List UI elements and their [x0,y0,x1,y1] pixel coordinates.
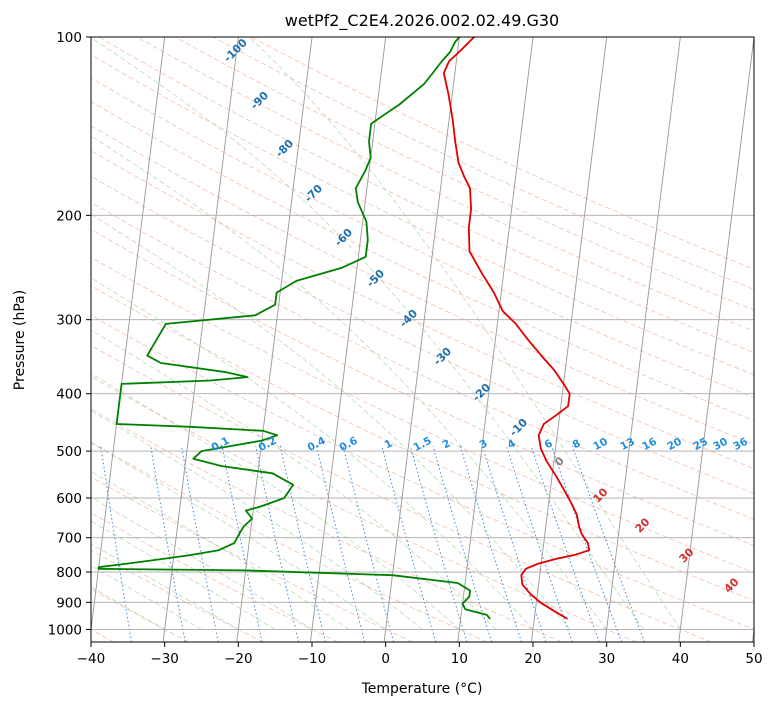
x-tick-label: 40 [672,651,689,667]
moist-adiabat [248,37,681,630]
moist-adiabat [91,410,423,630]
mixing-ratio-line [571,445,646,642]
x-tick-label: −20 [224,651,253,667]
mixing-ratio-line [530,445,600,642]
dry-adiabat [91,588,189,642]
y-tick-label: 1000 [48,622,82,638]
x-tick-label: −40 [77,651,106,667]
moist-adiabat [91,37,644,630]
dry-adiabat [91,314,754,630]
y-tick-label: 600 [56,491,82,507]
mixing-ratio-line [381,445,437,642]
moist-adiabat [91,442,386,630]
dry-adiabat [91,256,754,574]
dry-adiabat [91,408,562,642]
isotherm [457,37,534,642]
mixing-ratio-line [150,445,186,642]
y-tick-label: 300 [56,313,82,329]
isotherm [236,37,313,642]
y-axis: 100 200 300 400 500 600 700 800 900 1000 [48,30,91,638]
y-tick-label: 900 [56,595,82,611]
dry-adiabat [91,228,754,547]
x-tick-label: 30 [598,651,615,667]
isotherm [162,37,239,642]
plot-area [91,37,754,642]
y-axis-label: Pressure (hPa) [12,290,28,390]
mixing-ratio-line [279,445,326,642]
moist-adiabat [91,565,202,630]
x-tick-label: 50 [745,651,762,667]
dry-adiabat [91,549,264,642]
dry-adiabat [213,37,754,290]
dry-adiabat [91,441,488,642]
isotherm [383,37,460,642]
plot-frame [90,36,755,643]
y-tick-label: 700 [56,531,82,547]
mixing-ratio-line [432,445,493,642]
mixing-ratio-line [481,445,547,642]
mixing-ratio-line [100,445,132,642]
dry-adiabat [91,77,754,398]
moist-adiabat [91,520,276,630]
y-tick-label: 400 [56,387,82,403]
moist-adiabat [91,277,534,630]
thermo-background-lines [91,37,754,642]
mixing-ratio-line [316,445,366,642]
temperature-profile [442,37,591,620]
grid-lines [91,37,754,642]
sounding-profiles [97,37,591,620]
x-axis-label: Temperature (°C) [361,681,483,697]
background-line-labels: -100-90-80-70-60-50-40-30-20-10010203040… [210,36,750,596]
dry-adiabat [91,175,754,495]
x-axis: −40 −30 −20 −10 0 10 20 30 40 50 [77,642,763,667]
mixing-ratio-line [255,445,300,642]
dry-adiabat [91,125,754,445]
moist-adiabat [91,586,165,630]
isotherm [309,37,387,642]
dewpoint-profile [97,37,491,620]
moist-adiabat [91,135,608,630]
moist-adiabat [91,372,460,630]
dry-adiabat [91,150,754,470]
moist-adiabat [91,543,239,630]
chart-title: wetPf2_C2E4.2026.002.02.49.G30 [285,11,559,31]
y-tick-label: 500 [56,444,82,460]
moist-adiabat [91,470,350,630]
y-tick-label: 200 [56,208,82,224]
isotherm [678,37,754,642]
mixing-ratio-line [459,445,523,642]
dry-adiabat [91,285,754,602]
y-tick-label: 800 [56,565,82,581]
mixing-ratio-line [221,445,263,642]
isotherm [604,37,681,642]
x-tick-label: −10 [298,651,327,667]
mixing-ratio-line [181,445,219,642]
x-tick-label: −30 [150,651,179,667]
isotherm [530,37,608,642]
isotherm [91,37,166,634]
moist-adiabat [91,329,497,630]
x-tick-label: 10 [451,651,468,667]
x-tick-label: 20 [524,651,541,667]
moist-adiabat [91,213,571,630]
mixing-ratio-line [551,445,623,642]
dry-adiabat [91,101,754,422]
mixing-ratio-line [409,445,468,642]
x-tick-label: 0 [381,651,390,667]
y-tick-label: 100 [56,30,82,46]
